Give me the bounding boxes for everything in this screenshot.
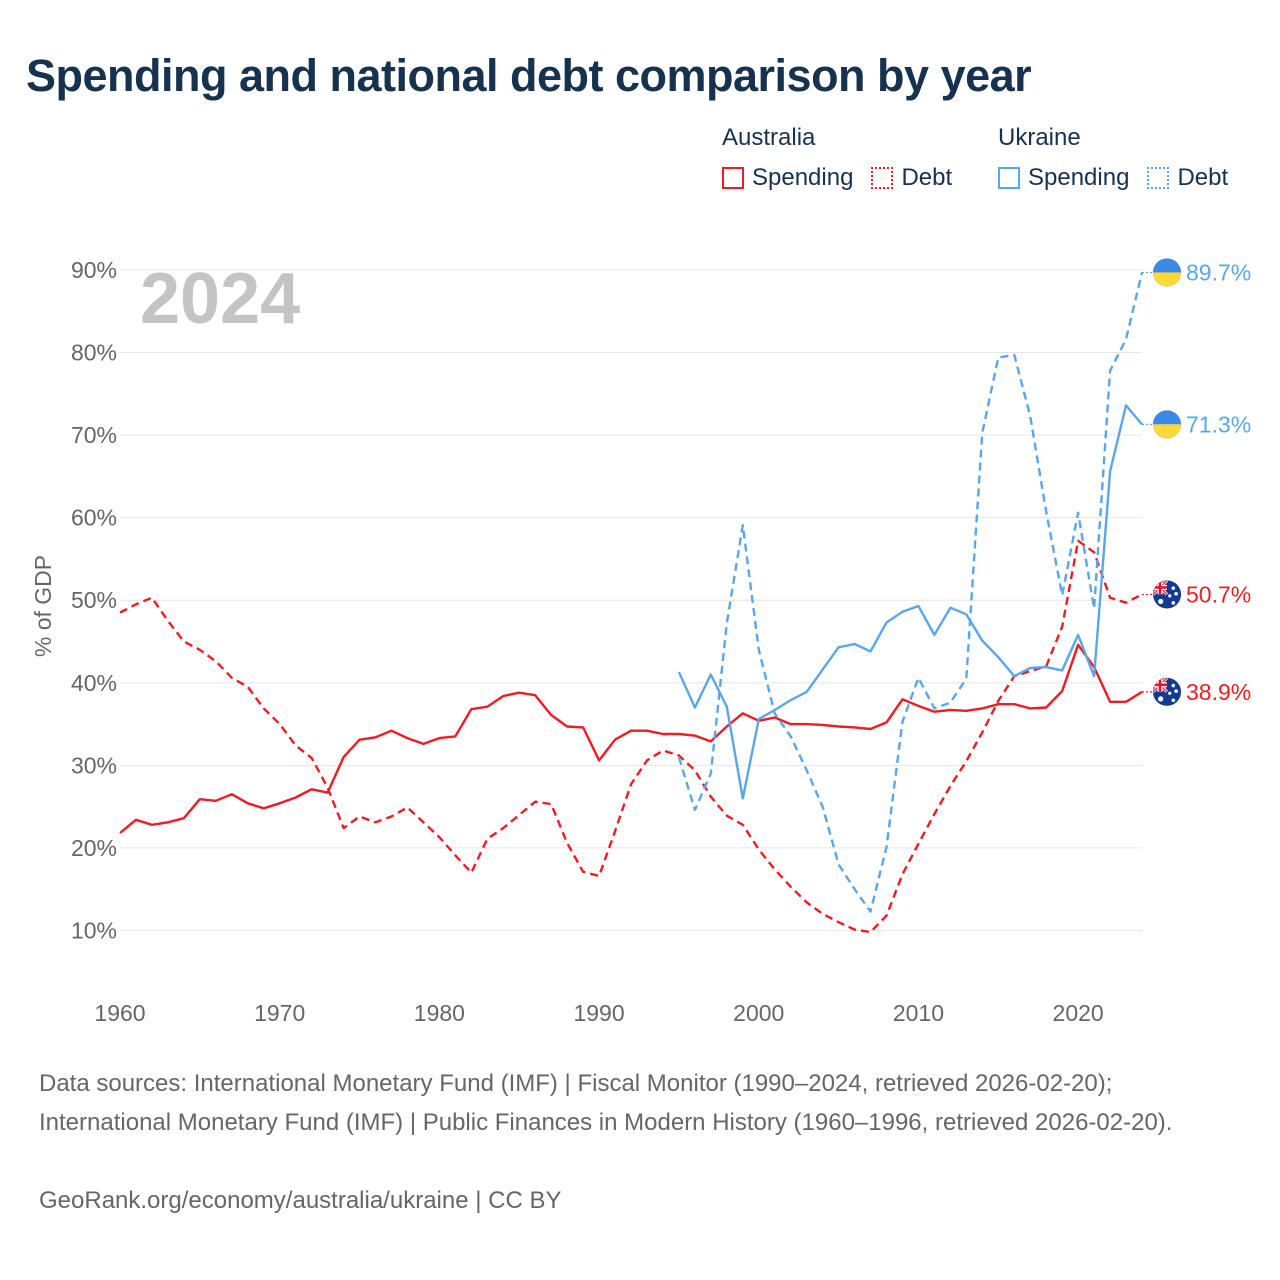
end-labels: 38.9% 50.7% 71.3% 89.7% bbox=[1142, 257, 1251, 707]
legend-label: Debt bbox=[1177, 164, 1229, 191]
series-line-australia-spending[interactable] bbox=[119, 643, 1143, 834]
legend-label: Debt bbox=[901, 164, 953, 191]
legend-item-australia-spending[interactable]: Spending bbox=[722, 164, 853, 192]
y-tick-label: 60% bbox=[71, 505, 117, 531]
y-tick-label: 90% bbox=[71, 257, 117, 283]
grid bbox=[120, 269, 1142, 931]
end-value-label: 50.7% bbox=[1186, 581, 1251, 607]
legend-swatch-solid bbox=[998, 167, 1020, 189]
australia-flag-icon bbox=[1152, 579, 1182, 609]
y-tick-label: 50% bbox=[71, 587, 117, 613]
x-tick-label: 1960 bbox=[94, 1000, 145, 1026]
legend-item-ukraine-debt[interactable]: Debt bbox=[1147, 164, 1228, 192]
end-value-label: 38.9% bbox=[1186, 679, 1251, 705]
ukraine-flag-icon bbox=[1152, 257, 1182, 287]
x-axis: 1960 1970 1980 1990 2000 2010 2020 bbox=[94, 1000, 1103, 1026]
series bbox=[119, 272, 1144, 934]
x-tick-label: 2010 bbox=[893, 1000, 944, 1026]
legend-group-australia: Australia Spending Debt bbox=[722, 124, 970, 192]
y-tick-label: 70% bbox=[71, 422, 117, 448]
legend-swatch-dotted bbox=[871, 167, 894, 189]
legend-country-australia: Australia bbox=[722, 124, 816, 151]
y-tick-label: 10% bbox=[71, 917, 117, 943]
legend-item-australia-debt[interactable]: Debt bbox=[871, 164, 952, 192]
y-axis-label: % of GDP bbox=[30, 555, 56, 657]
line-chart: 10% 20% 30% 40% 50% 60% 70% 80% 90% 1960 1970 1980… bbox=[30, 257, 1251, 1026]
chart-title: Spending and national debt comparison by… bbox=[26, 50, 1032, 101]
x-tick-label: 2020 bbox=[1053, 1000, 1104, 1026]
year-watermark: 2024 bbox=[140, 259, 300, 339]
series-line-ukraine-debt[interactable] bbox=[677, 272, 1144, 913]
y-tick-label: 20% bbox=[71, 835, 117, 861]
legend-swatch-solid bbox=[722, 167, 744, 189]
legend-group-ukraine: Ukraine Spending Debt bbox=[998, 124, 1246, 192]
y-tick-label: 30% bbox=[71, 752, 117, 778]
series-line-australia-debt[interactable] bbox=[119, 539, 1143, 934]
x-tick-label: 1980 bbox=[414, 1000, 465, 1026]
y-axis: 10% 20% 30% 40% 50% 60% 70% 80% 90% bbox=[71, 257, 117, 943]
data-sources: Data sources: International Monetary Fun… bbox=[39, 1070, 1173, 1136]
x-tick-label: 2000 bbox=[733, 1000, 784, 1026]
end-value-label: 71.3% bbox=[1186, 411, 1251, 437]
legend-swatch-dotted bbox=[1147, 167, 1170, 189]
legend-label: Spending bbox=[752, 164, 854, 191]
legend-country-ukraine: Ukraine bbox=[998, 124, 1081, 151]
credit-link[interactable]: GeoRank.org/economy/australia/ukraine | … bbox=[39, 1187, 562, 1214]
legend-label: Spending bbox=[1028, 164, 1130, 191]
ukraine-flag-icon bbox=[1152, 409, 1182, 439]
end-value-label: 89.7% bbox=[1186, 259, 1251, 285]
y-tick-label: 80% bbox=[71, 340, 117, 366]
australia-flag-icon bbox=[1152, 677, 1182, 707]
x-tick-label: 1970 bbox=[254, 1000, 305, 1026]
legend-item-ukraine-spending[interactable]: Spending bbox=[998, 164, 1129, 192]
x-tick-label: 1990 bbox=[573, 1000, 624, 1026]
y-tick-label: 40% bbox=[71, 670, 117, 696]
series-line-ukraine-spending[interactable] bbox=[677, 404, 1143, 800]
